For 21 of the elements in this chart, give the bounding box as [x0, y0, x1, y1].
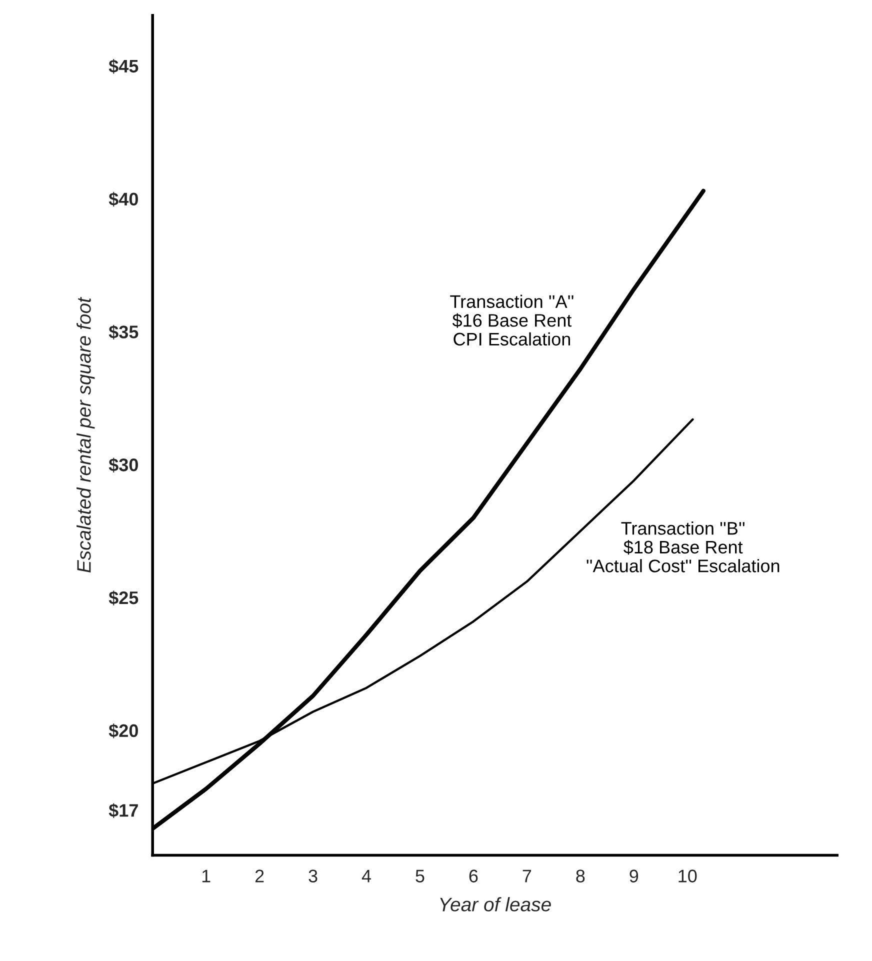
y-tick-label: $17 [108, 803, 138, 818]
x-tick-label: 10 [678, 870, 697, 882]
x-tick-label: 5 [416, 870, 424, 882]
y-tick-label: $30 [108, 458, 138, 472]
x-tick-label: 1 [202, 870, 210, 882]
x-tick-label: 4 [362, 870, 372, 882]
y-tick-label: $20 [108, 724, 138, 738]
series-label: Transaction ''B'' $18 Base Rent ''Actual Cost'' Escalation [586, 522, 780, 572]
x-tick-label: 2 [255, 870, 264, 882]
y-tick-label: $40 [108, 192, 138, 207]
y-tick-label: $45 [108, 59, 138, 74]
series-label: Transaction ''A'' $16 Base Rent CPI Escalation [450, 294, 574, 346]
x-tick-label: 8 [576, 870, 585, 882]
y-tick-label: $35 [108, 324, 138, 340]
y-tick-label: $25 [108, 590, 138, 606]
x-tick-label: 7 [522, 870, 532, 882]
x-tick-label: 6 [469, 870, 478, 882]
x-tick-label: 9 [630, 870, 638, 882]
y-axis-title: Escalated rental per square foot [76, 296, 95, 573]
x-axis-title: Year of lease [440, 897, 551, 912]
x-tick-label: 3 [308, 870, 318, 882]
